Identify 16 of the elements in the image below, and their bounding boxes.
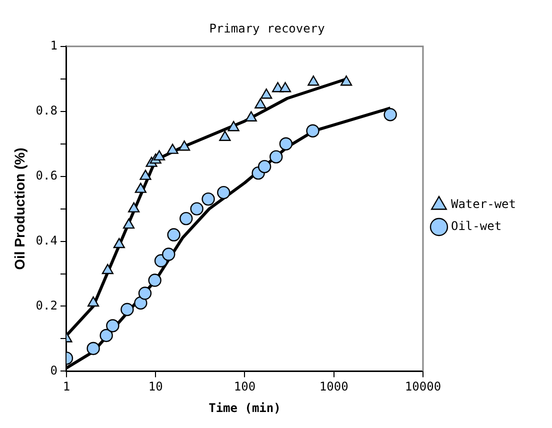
x-tick-label: 1	[62, 380, 70, 394]
chart-title: Primary recovery	[209, 21, 325, 36]
y-tick-label: 0.2	[36, 298, 58, 312]
x-axis-title: Time (min)	[208, 400, 281, 415]
y-tick-label: 1	[50, 38, 58, 53]
x-tick-label: 10000	[404, 380, 442, 394]
legend-label: Oil-wet	[450, 219, 502, 234]
y-tick-label: 0.6	[36, 168, 58, 182]
y-tick-label: 0.8	[36, 103, 58, 118]
x-tick-label: 100	[234, 380, 256, 394]
y-tick-label: 0	[50, 363, 58, 378]
x-tick-label: 10	[148, 380, 163, 394]
legend-label: Water-wet	[450, 197, 516, 212]
y-axis-title: Oil Production (%)	[11, 148, 28, 270]
y-tick-label: 0.4	[36, 233, 58, 248]
x-tick-label: 1000	[319, 380, 348, 394]
